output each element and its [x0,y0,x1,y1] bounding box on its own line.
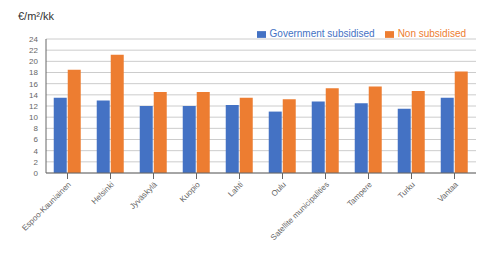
svg-text:Kuopio: Kuopio [178,180,202,204]
html-text:€/m²/kk: €/m²/kk [18,10,55,22]
svg-text:Tampere: Tampere [346,180,375,209]
svg-text:2: 2 [34,158,39,167]
svg-text:6: 6 [34,135,39,144]
svg-text:Jyväskylä: Jyväskylä [128,180,159,211]
svg-text:12: 12 [29,102,38,111]
svg-text:4: 4 [34,147,39,156]
svg-text:Turku: Turku [396,180,417,201]
svg-text:Helsinki: Helsinki [90,180,116,206]
svg-text:18: 18 [29,68,38,77]
svg-text:16: 16 [29,80,38,89]
html-text:Government subsidised: Government subsidised [269,28,375,39]
svg-text:Oulu: Oulu [270,180,288,198]
svg-text:Satellite municipalities: Satellite municipalities [269,180,331,242]
svg-text:0: 0 [34,169,39,178]
svg-text:20: 20 [29,57,38,66]
html-text:Non subsidised: Non subsidised [397,28,466,39]
svg-text:Lahti: Lahti [226,180,245,199]
svg-text:24: 24 [29,35,38,44]
svg-text:Vantaa: Vantaa [436,180,460,204]
svg-text:10: 10 [29,113,38,122]
svg-text:Espoo-Kauniainen: Espoo-Kauniainen [20,180,73,233]
svg-text:14: 14 [29,91,38,100]
svg-text:8: 8 [34,124,39,133]
svg-text:22: 22 [29,46,38,55]
